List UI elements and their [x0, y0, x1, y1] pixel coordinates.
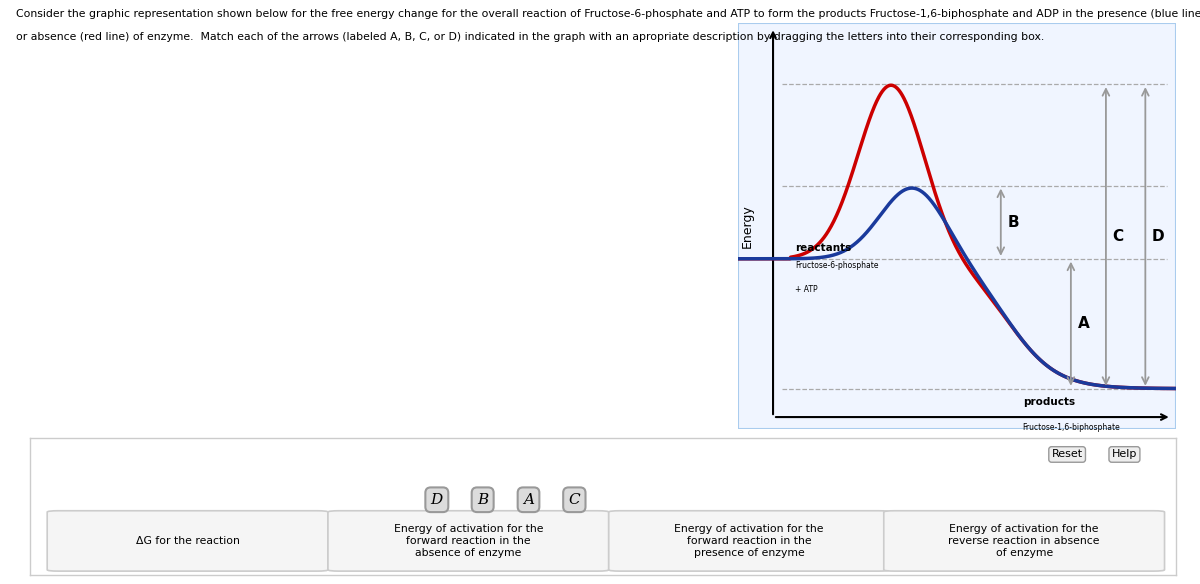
Text: D: D [431, 493, 443, 507]
Text: + ADP: + ADP [1022, 447, 1048, 457]
Text: + ATP: + ATP [794, 285, 817, 294]
Text: A: A [523, 493, 534, 507]
Text: products: products [1022, 397, 1075, 407]
Text: D: D [1152, 229, 1164, 244]
Text: Energy of activation for the
forward reaction in the
absence of enzyme: Energy of activation for the forward rea… [394, 524, 544, 558]
Text: reactants: reactants [794, 243, 851, 253]
FancyBboxPatch shape [608, 511, 889, 571]
Text: Energy: Energy [740, 204, 754, 248]
Text: C: C [569, 493, 580, 507]
Text: Consider the graphic representation shown below for the free energy change for t: Consider the graphic representation show… [16, 9, 1200, 19]
FancyBboxPatch shape [47, 511, 328, 571]
Text: C: C [1112, 229, 1123, 244]
Text: Energy of activation for the
forward reaction in the
presence of enzyme: Energy of activation for the forward rea… [674, 524, 824, 558]
Text: ΔG for the reaction: ΔG for the reaction [136, 536, 240, 546]
Text: Fructose-6-phosphate: Fructose-6-phosphate [794, 261, 878, 270]
FancyBboxPatch shape [883, 511, 1164, 571]
Text: Fructose-1,6-biphosphate: Fructose-1,6-biphosphate [1022, 423, 1121, 432]
Text: B: B [478, 493, 488, 507]
FancyBboxPatch shape [738, 23, 1176, 429]
Text: or absence (red line) of enzyme.  Match each of the arrows (labeled A, B, C, or : or absence (red line) of enzyme. Match e… [16, 32, 1044, 42]
Text: Energy of activation for the
reverse reaction in absence
of enzyme: Energy of activation for the reverse rea… [948, 524, 1100, 558]
Text: Progress of the Reaction: Progress of the Reaction [894, 454, 1046, 467]
FancyBboxPatch shape [328, 511, 608, 571]
Text: B: B [1007, 215, 1019, 230]
Text: Help: Help [1111, 450, 1138, 460]
Text: Reset: Reset [1051, 450, 1082, 460]
Text: A: A [1078, 316, 1090, 331]
